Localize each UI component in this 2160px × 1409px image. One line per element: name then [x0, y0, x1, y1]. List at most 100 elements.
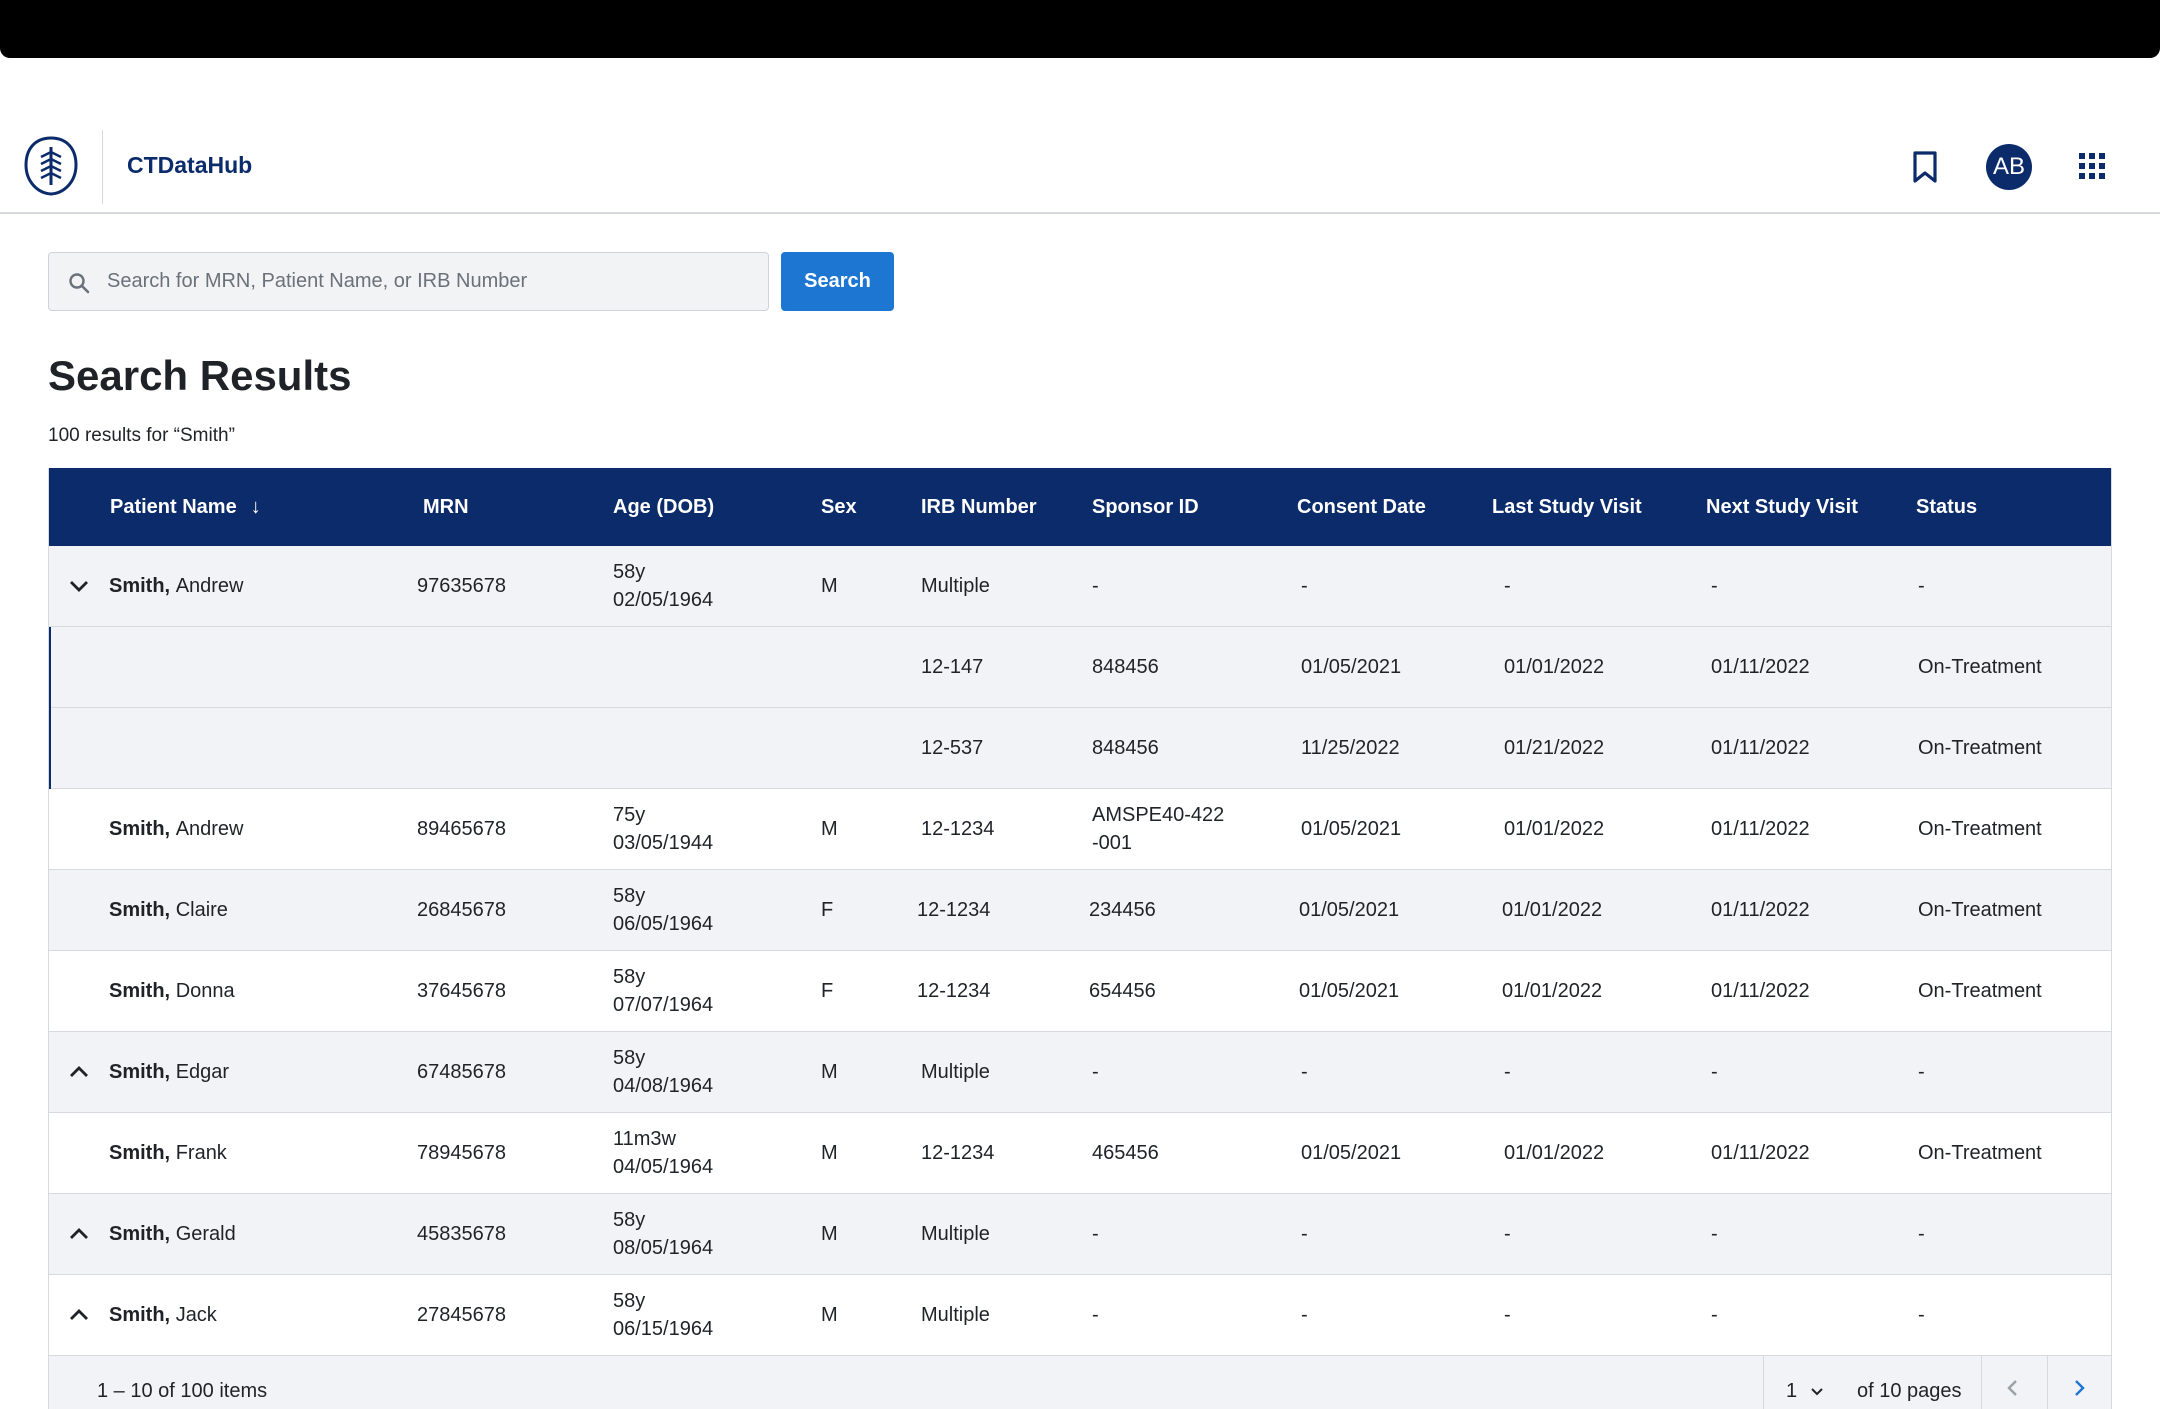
header-irb[interactable]: IRB Number	[921, 496, 1037, 518]
patient-name[interactable]: Smith, Donna	[109, 980, 235, 1002]
pagination-bar: 1 – 10 of 100 items 1 of 10 pages	[49, 1356, 2111, 1409]
next-study-visit: 01/11/2022	[1711, 737, 1810, 759]
table-row[interactable]: Smith, Andrew 89465678 75y 03/05/1944 M 1…	[49, 789, 2111, 870]
patient-name[interactable]: Smith, Claire	[109, 899, 228, 921]
items-range: 1 – 10 of 100 items	[97, 1380, 268, 1402]
sex: M	[821, 1061, 838, 1083]
header-sex[interactable]: Sex	[821, 496, 857, 518]
header-sponsor[interactable]: Sponsor ID	[1092, 496, 1199, 518]
age-dob: 58y 06/15/1964	[613, 1290, 714, 1340]
result-count: 100 results for “Smith”	[48, 425, 235, 446]
header-consent[interactable]: Consent Date	[1297, 496, 1426, 518]
mrn: 26845678	[417, 899, 506, 921]
header-last-visit[interactable]: Last Study Visit	[1492, 496, 1642, 518]
status: On-Treatment	[1918, 737, 2042, 759]
age-dob: 58y 08/05/1964	[613, 1209, 714, 1259]
mrn: 45835678	[417, 1223, 506, 1245]
header-divider	[102, 130, 103, 204]
header-status[interactable]: Status	[1916, 496, 1978, 518]
table-row[interactable]: Smith, Andrew 97635678 58y 02/05/1964 M M…	[49, 546, 2111, 627]
table-header: Patient Name ↓ MRN Age (DOB) Sex IRB Numb…	[49, 468, 2111, 546]
search-button[interactable]: Search	[781, 252, 894, 311]
sponsor-id: -	[1092, 1223, 1099, 1245]
sex: M	[821, 1304, 838, 1326]
age-dob: 58y 04/08/1964	[613, 1047, 714, 1097]
last-study-visit: -	[1504, 575, 1511, 597]
table-row[interactable]: Smith, Jack 27845678 58y 06/15/1964 M Mul…	[49, 1275, 2111, 1356]
irb-number: 12-1234	[921, 1142, 995, 1164]
patient-name[interactable]: Smith, Gerald	[109, 1223, 236, 1245]
table-row[interactable]: Smith, Edgar 67485678 58y 04/08/1964 M Mu…	[49, 1032, 2111, 1113]
sponsor-id: 848456	[1092, 656, 1159, 678]
age-dob: 58y 06/05/1964	[613, 885, 714, 935]
user-avatar[interactable]: AB	[1986, 144, 2032, 190]
table-row[interactable]: Smith, Gerald 45835678 58y 08/05/1964 M M…	[49, 1194, 2111, 1275]
sponsor-id: -	[1092, 1304, 1099, 1326]
sort-arrow-icon[interactable]: ↓	[250, 496, 261, 518]
chevron-right-icon[interactable]	[2065, 1374, 2093, 1402]
page-select[interactable]: 1	[1786, 1380, 1825, 1403]
last-study-visit: 01/01/2022	[1502, 899, 1603, 921]
irb-number: 12-1234	[921, 818, 995, 840]
table-row[interactable]: Smith, Frank 78945678 11m3w 04/05/1964 M …	[49, 1113, 2111, 1194]
consent-date: 01/05/2021	[1299, 980, 1400, 1002]
sex: M	[821, 575, 838, 597]
chevron-down-icon[interactable]	[1809, 1384, 1825, 1400]
status: On-Treatment	[1918, 656, 2042, 678]
header-mrn[interactable]: MRN	[423, 496, 469, 518]
next-study-visit: 01/11/2022	[1711, 1142, 1810, 1164]
header-patient-name[interactable]: Patient Name ↓	[110, 468, 261, 546]
age-dob: 58y 02/05/1964	[613, 561, 714, 611]
app-name[interactable]: CTDataHub	[127, 152, 253, 178]
consent-date: -	[1301, 1061, 1308, 1083]
last-study-visit: -	[1504, 1304, 1511, 1326]
chevron-up-icon[interactable]	[67, 1303, 91, 1327]
table-row[interactable]: Smith, Donna 37645678 58y 07/07/1964 F 12…	[49, 951, 2111, 1032]
irb-number: 12-1234	[917, 899, 991, 921]
status: -	[1918, 1061, 1925, 1083]
app-header: CTDataHub AB	[0, 126, 2160, 214]
patient-name[interactable]: Smith, Andrew	[109, 575, 244, 597]
apps-grid-icon[interactable]	[2079, 153, 2105, 179]
patient-name[interactable]: Smith, Andrew	[109, 818, 244, 840]
age-dob: 58y 07/07/1964	[613, 966, 714, 1016]
page-title: Search Results	[48, 352, 352, 399]
chevron-left-icon[interactable]	[1999, 1374, 2027, 1402]
last-study-visit: 01/01/2022	[1504, 818, 1605, 840]
patient-name[interactable]: Smith, Frank	[109, 1142, 227, 1164]
footer-divider	[1763, 1356, 1764, 1409]
mrn: 37645678	[417, 980, 506, 1002]
chevron-down-icon[interactable]	[67, 574, 91, 598]
table-subrow[interactable]: 12-147 848456 01/05/2021 01/01/2022 01/1…	[49, 627, 2111, 708]
sex: M	[821, 1223, 838, 1245]
chevron-up-icon[interactable]	[67, 1060, 91, 1084]
consent-date: -	[1301, 575, 1308, 597]
last-study-visit: 01/21/2022	[1504, 737, 1605, 759]
irb-number: Multiple	[921, 1223, 990, 1245]
next-study-visit: 01/11/2022	[1711, 980, 1810, 1002]
mrn: 89465678	[417, 818, 506, 840]
chevron-up-icon[interactable]	[67, 1222, 91, 1246]
consent-date: 01/05/2021	[1299, 899, 1400, 921]
last-study-visit: -	[1504, 1061, 1511, 1083]
table-subrow[interactable]: 12-537 848456 11/25/2022 01/21/2022 01/1…	[49, 708, 2111, 789]
next-study-visit: -	[1711, 1061, 1718, 1083]
header-next-visit[interactable]: Next Study Visit	[1706, 496, 1858, 518]
consent-date: 01/05/2021	[1301, 656, 1402, 678]
status: -	[1918, 1223, 1925, 1245]
search-input[interactable]	[107, 253, 757, 310]
table-row[interactable]: Smith, Claire 26845678 58y 06/05/1964 F 1…	[49, 870, 2111, 951]
consent-date: 01/05/2021	[1301, 818, 1402, 840]
bookmark-icon[interactable]	[1910, 150, 1940, 184]
sponsor-id: -	[1092, 575, 1099, 597]
device-top-bar	[0, 0, 2160, 58]
irb-number: 12-1234	[917, 980, 991, 1002]
logo-icon[interactable]	[23, 135, 79, 197]
patient-name[interactable]: Smith, Edgar	[109, 1061, 230, 1083]
header-age[interactable]: Age (DOB)	[613, 496, 715, 518]
sex: F	[821, 980, 834, 1002]
search-box	[48, 252, 769, 311]
status: On-Treatment	[1918, 818, 2042, 840]
status: On-Treatment	[1918, 980, 2042, 1002]
patient-name[interactable]: Smith, Jack	[109, 1304, 217, 1326]
